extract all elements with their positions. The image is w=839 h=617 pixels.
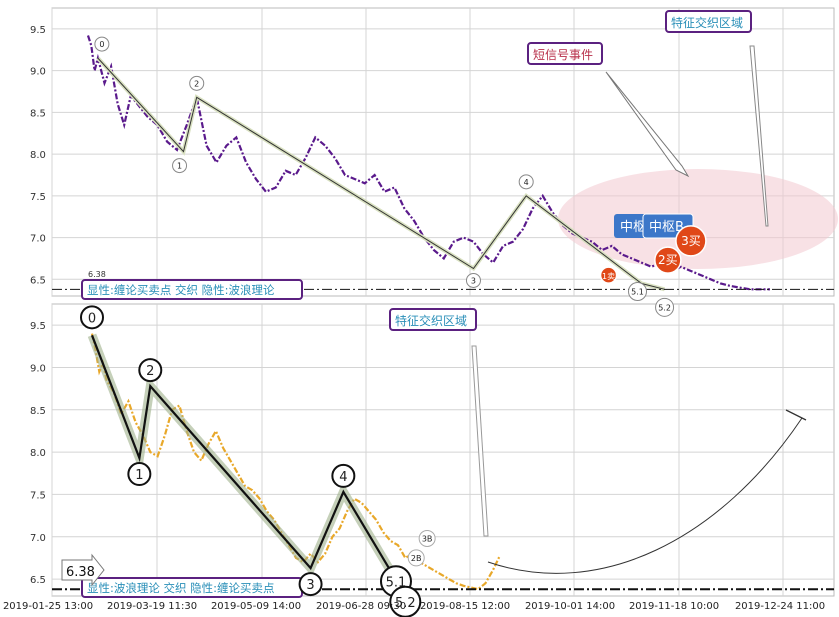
top-ytick-label: 7.0: [30, 234, 46, 245]
top-wave-markers: 0 1 2 3 4 5.1 5.2: [94, 36, 675, 317]
bot-ytick-label: 8.0: [30, 448, 46, 459]
top-feature-zone-label: 特征交织区域: [671, 15, 743, 30]
top-signal-marker: [675, 225, 707, 257]
axis-labels: 9.5 9.0 8.5 8.0 7.5 7.0 6.5 9.5 9.0 8.5 8.0 7.5 7.0 6…: [3, 25, 825, 612]
top-ytick-label: 7.5: [30, 192, 46, 203]
top-wave-marker: [518, 174, 534, 190]
bottom-legend-label: 显性:波浪理论 交织 隐性:缠论买卖点: [87, 581, 275, 595]
center-box-b-label: 中枢B: [649, 220, 684, 235]
bottom-grid: [51, 304, 834, 596]
bottom-wave-marker: [80, 305, 104, 330]
top-wave-marker-label: 2: [194, 79, 199, 88]
bottom-wave-marker-label: 4: [339, 470, 347, 485]
top-ytick-label: 8.5: [30, 108, 46, 119]
xtick-label: 2019-05-09 14:00: [211, 601, 301, 612]
bottom-signal-markers: 2B 3B: [407, 529, 436, 567]
bottom-wave-marker-label: 1: [135, 468, 143, 483]
top-price-series: [86, 35, 770, 291]
xtick-label: 2019-12-24 11:00: [735, 601, 825, 612]
bot-ytick-label: 8.5: [30, 406, 46, 417]
bottom-panel-frame: [51, 303, 835, 597]
bottom-signal-marker: [418, 529, 436, 547]
center-box-a-label: 中枢: [620, 220, 646, 235]
bot-ytick-label: 6.5: [30, 575, 46, 586]
top-wave-marker-label: 3: [471, 276, 476, 285]
feature-zone-arrow-bottom: [471, 345, 489, 537]
bottom-curve-arrow: [487, 417, 803, 574]
bottom-signal-label: 3B: [422, 534, 433, 543]
top-legend-box: 显性:缠论买卖点 交织 隐性:波浪理论: [81, 279, 303, 300]
top-signal-marker: [654, 246, 682, 274]
xtick-label: 2019-06-28 09:30: [316, 601, 406, 612]
bottom-feature-zone-label: 特征交织区域: [395, 313, 467, 328]
bottom-baseline-flag: 6.38: [61, 553, 105, 587]
top-signal-label: 2买: [658, 253, 678, 267]
xtick-label: 2019-11-18 10:00: [629, 601, 719, 612]
top-ytick-label: 9.5: [30, 25, 46, 36]
top-wave-marker-label: 5.2: [658, 303, 671, 312]
top-signal-label: 3买: [681, 234, 701, 248]
top-wave-marker: [189, 75, 205, 91]
bottom-legend-box: 显性:波浪理论 交织 隐性:缠论买卖点: [81, 577, 303, 598]
bottom-wave-marker: [298, 572, 323, 597]
xtick-label: 2019-10-01 14:00: [525, 601, 615, 612]
bot-ytick-label: 9.0: [30, 363, 46, 374]
top-wave-marker: [628, 281, 648, 301]
bottom-wave-marker-label: 2: [146, 364, 154, 379]
top-feature-zone-box: 特征交织区域: [665, 10, 752, 33]
top-feature-zone-ellipse: [558, 169, 838, 269]
top-signal-marker: [599, 266, 618, 284]
top-wave-marker: [465, 272, 481, 288]
bottom-wave-marker-label: 0: [88, 311, 96, 326]
top-wave-marker-label: 1: [177, 162, 182, 171]
bottom-signal-label: 2B: [411, 554, 422, 563]
bottom-wave-marker: [127, 462, 152, 487]
bottom-wave-marker: [331, 463, 356, 488]
top-legend-label: 显性:缠论买卖点 交织 隐性:波浪理论: [87, 283, 275, 297]
top-baseline-value: 6.38: [88, 270, 106, 279]
bot-ytick-label: 7.5: [30, 490, 46, 501]
top-wave-marker: [655, 297, 675, 317]
bottom-baseline-value: 6.38: [66, 565, 95, 580]
bottom-feature-zone-box: 特征交织区域: [389, 308, 477, 331]
top-baseline-flag: 6.38: [88, 270, 106, 279]
xtick-label: 2019-01-25 13:00: [3, 601, 93, 612]
top-wave-marker-label: 0: [99, 40, 104, 49]
bot-ytick-label: 9.5: [30, 321, 46, 332]
xtick-label: 2019-03-19 11:30: [107, 601, 197, 612]
top-wave-marker: [172, 158, 188, 174]
short-signal-box: 短信号事件: [527, 42, 603, 65]
bottom-signal-marker: [407, 549, 425, 567]
top-wave-marker-label: 5.1: [631, 287, 644, 296]
bottom-curve-arrow-head: [785, 409, 807, 421]
short-signal-label: 短信号事件: [533, 48, 593, 62]
bot-ytick-label: 7.0: [30, 533, 46, 544]
bottom-wave-marker: [138, 358, 163, 383]
top-ytick-label: 9.0: [30, 67, 46, 78]
top-ytick-label: 8.0: [30, 150, 46, 161]
top-signal-label: 1卖: [602, 272, 615, 281]
short-signal-arrow: [605, 71, 690, 178]
top-series: [86, 35, 770, 291]
top-wave-marker-label: 4: [524, 178, 529, 187]
top-ytick-label: 6.5: [30, 275, 46, 286]
feature-zone-arrow-top: [749, 45, 769, 227]
bottom-wave-marker-label: 3: [306, 578, 314, 593]
xtick-label: 2019-08-15 12:00: [420, 601, 510, 612]
bottom-wave-marker-label: 5.2: [395, 596, 416, 611]
top-wave-marker: [94, 36, 110, 52]
